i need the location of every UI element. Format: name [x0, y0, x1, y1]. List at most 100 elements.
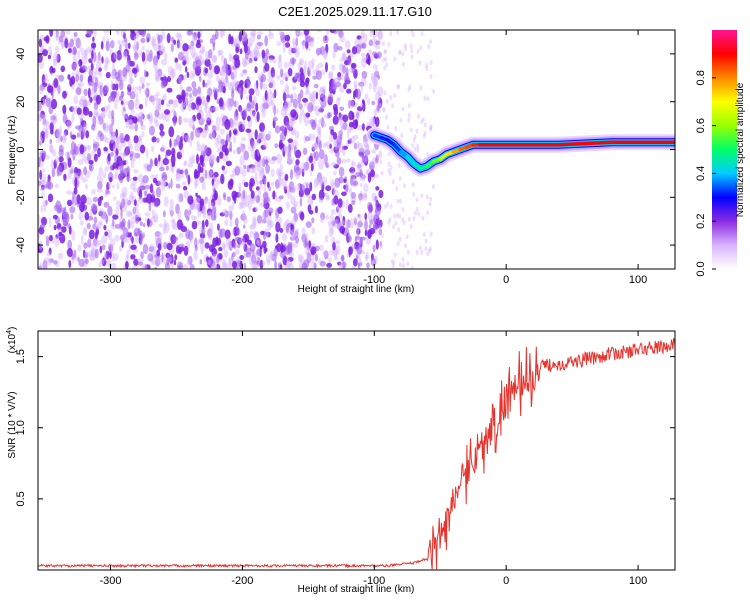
noise-blob	[243, 150, 249, 161]
noise-blob	[98, 220, 103, 226]
noise-blob	[264, 247, 268, 253]
noise-blob	[39, 140, 42, 146]
noise-blob	[364, 93, 369, 100]
noise-blob	[185, 97, 189, 107]
noise-blob	[72, 46, 77, 55]
noise-blob	[425, 62, 429, 68]
noise-blob	[76, 107, 82, 115]
noise-blob	[375, 78, 378, 86]
noise-blob	[92, 116, 97, 127]
noise-blob	[205, 111, 212, 121]
noise-blob	[274, 179, 280, 189]
noise-blob	[420, 193, 424, 199]
noise-blob	[318, 258, 321, 266]
noise-blob	[393, 252, 397, 258]
noise-blob	[65, 30, 71, 35]
noise-blob	[299, 72, 305, 83]
noise-blob	[91, 249, 94, 257]
noise-blob	[71, 61, 77, 71]
noise-blob	[334, 143, 338, 151]
noise-blob	[351, 112, 355, 120]
noise-blob	[195, 192, 198, 197]
noise-blob	[332, 115, 339, 125]
noise-blob	[101, 234, 108, 245]
noise-blob	[279, 264, 283, 269]
noise-blob	[284, 127, 287, 137]
noise-blob	[356, 106, 363, 112]
noise-blob	[295, 30, 301, 37]
noise-blob	[225, 160, 232, 167]
noise-blob	[176, 39, 180, 49]
noise-blob	[79, 69, 86, 73]
noise-blob	[341, 159, 347, 164]
noise-blob	[303, 102, 308, 107]
noise-blob	[306, 251, 312, 260]
noise-blob	[66, 120, 73, 129]
noise-blob	[273, 115, 277, 122]
noise-blob	[360, 157, 364, 167]
noise-blob	[194, 179, 198, 190]
noise-blob	[242, 233, 250, 243]
noise-blob	[351, 159, 354, 170]
noise-blob	[43, 95, 47, 100]
noise-blob	[241, 32, 248, 40]
noise-blob	[185, 92, 189, 97]
noise-blob	[383, 204, 387, 209]
noise-blob	[44, 128, 49, 140]
noise-blob	[318, 159, 324, 170]
noise-blob	[354, 119, 358, 128]
noise-blob	[423, 95, 427, 101]
noise-blob	[154, 257, 161, 267]
noise-blob	[357, 238, 363, 245]
noise-blob	[387, 161, 391, 167]
noise-blob	[335, 150, 340, 158]
noise-blob	[421, 215, 425, 221]
noise-blob	[238, 191, 241, 199]
noise-blob	[85, 183, 88, 190]
noise-blob	[155, 105, 161, 111]
noise-blob	[287, 151, 292, 159]
noise-blob	[314, 176, 321, 186]
noise-blob	[182, 185, 188, 191]
noise-blob	[148, 50, 154, 60]
noise-blob	[139, 144, 146, 154]
noise-blob	[175, 203, 180, 215]
noise-blob	[407, 112, 411, 118]
noise-blob	[224, 229, 231, 240]
noise-blob	[55, 234, 59, 239]
noise-blob	[295, 159, 300, 166]
noise-blob	[243, 109, 248, 119]
noise-blob	[254, 263, 258, 269]
noise-blob	[84, 211, 90, 221]
noise-blob	[118, 172, 124, 184]
noise-blob	[427, 44, 431, 50]
noise-blob	[57, 84, 61, 95]
noise-blob	[212, 55, 218, 64]
noise-blob	[149, 49, 153, 59]
noise-blob	[423, 130, 427, 136]
noise-blob	[51, 148, 57, 157]
noise-blob	[369, 116, 376, 128]
noise-blob	[250, 32, 256, 43]
noise-blob	[151, 136, 157, 143]
noise-blob	[291, 57, 295, 67]
noise-blob	[99, 177, 104, 183]
noise-blob	[425, 66, 429, 71]
noise-blob	[287, 143, 292, 153]
noise-blob	[205, 156, 208, 163]
noise-blob	[398, 50, 402, 56]
noise-blob	[340, 220, 346, 225]
noise-blob	[333, 42, 339, 53]
noise-blob	[305, 221, 312, 229]
noise-blob	[302, 112, 306, 122]
noise-blob	[349, 166, 356, 174]
noise-blob	[243, 164, 247, 170]
noise-blob	[254, 129, 258, 140]
noise-blob	[261, 261, 266, 266]
noise-blob	[223, 249, 229, 258]
noise-blob	[195, 240, 200, 247]
noise-blob	[194, 197, 202, 203]
noise-blob	[372, 224, 379, 231]
noise-blob	[372, 244, 376, 253]
noise-blob	[107, 229, 113, 240]
